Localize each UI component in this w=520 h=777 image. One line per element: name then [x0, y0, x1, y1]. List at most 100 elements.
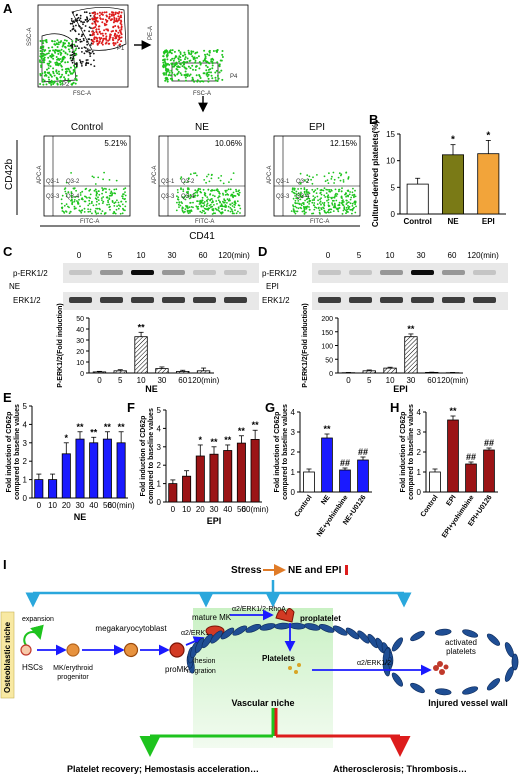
- y-tick-label: 5: [157, 406, 162, 415]
- scatter-dot: [76, 17, 79, 20]
- scatter-dot: [98, 11, 101, 14]
- scatter-dot: [78, 47, 80, 50]
- flow-dot: [326, 199, 328, 202]
- scatter-dot: [219, 59, 222, 62]
- cd42b-label: CD42b: [4, 158, 15, 190]
- scatter-dot: [50, 56, 53, 59]
- scatter-dot: [186, 60, 189, 63]
- category-label: 50: [237, 505, 246, 514]
- flow-dot: [330, 178, 333, 180]
- flow-dot: [95, 207, 97, 210]
- flow-dot: [297, 194, 300, 197]
- scatter-dot: [64, 52, 67, 55]
- bar: [383, 367, 397, 374]
- category-label: 0: [171, 505, 176, 514]
- scatter-dot: [93, 31, 95, 34]
- osteoblastic-niche-label: Osteoblastic niche: [3, 621, 12, 693]
- scatter-dot: [120, 36, 123, 39]
- flow-dot: [338, 172, 341, 175]
- flow-dot: [181, 196, 184, 198]
- flow-dot: [319, 189, 322, 192]
- scatter-dot: [206, 66, 209, 69]
- flow-dot: [323, 175, 326, 178]
- flow-dot: [307, 179, 310, 181]
- scatter-dot: [60, 65, 63, 68]
- flow-dot: [307, 191, 310, 194]
- flow-dot: [292, 197, 295, 200]
- scatter-dot: [48, 71, 51, 74]
- scatter-dot: [210, 71, 212, 74]
- flow-dot: [78, 209, 81, 212]
- scatter-dot: [103, 22, 106, 25]
- significance-mark: **: [449, 406, 457, 416]
- category-label: Control: [403, 217, 431, 226]
- flow-dot: [313, 208, 316, 211]
- scatter-dot: [218, 71, 221, 74]
- scatter-dot: [207, 77, 210, 80]
- flow-dot: [89, 193, 92, 196]
- scatter-dot: [78, 19, 81, 22]
- flow-dot: [292, 205, 295, 208]
- flow-dot: [316, 187, 319, 190]
- scatter-dot: [74, 29, 76, 32]
- flow-dot: [95, 204, 98, 206]
- flow-dot: [351, 194, 354, 197]
- significance-mark: **: [76, 422, 84, 432]
- scatter-dot: [61, 73, 64, 76]
- scatter-dot: [195, 65, 197, 68]
- scatter-dot: [93, 59, 95, 62]
- scatter-dot: [208, 50, 211, 53]
- flow-dot: [65, 203, 68, 206]
- flow-dot: [84, 188, 87, 191]
- scatter-dot: [68, 42, 71, 45]
- flow-dot: [109, 194, 112, 197]
- scatter-dot: [72, 69, 75, 71]
- scatter-dot: [101, 21, 104, 24]
- flow-dot: [94, 211, 97, 214]
- blot-timepoint: 0: [77, 251, 82, 260]
- flow-dot: [227, 188, 230, 191]
- flow-dot: [216, 203, 218, 205]
- scatter-dot: [51, 53, 53, 56]
- endothelial-cell: [367, 633, 379, 649]
- scatter-dot: [85, 62, 87, 65]
- scatter-dot: [111, 38, 114, 41]
- flow-dot: [182, 197, 185, 200]
- category-label: 40: [89, 501, 98, 510]
- flow-dot: [220, 175, 223, 177]
- flow-dot: [331, 199, 334, 202]
- category-label: 120(min): [188, 376, 220, 385]
- flow-dot: [299, 172, 302, 175]
- blot-band-p: [131, 270, 154, 275]
- flow-dot: [121, 197, 124, 200]
- flow-dot: [347, 205, 349, 207]
- scatter-dot: [170, 69, 173, 72]
- scatter-dot: [60, 80, 63, 83]
- scatter-dot: [91, 42, 94, 45]
- quadrant-label: Q3-3: [161, 194, 175, 200]
- flow-dot: [95, 193, 98, 196]
- flow-dot: [87, 204, 90, 207]
- endothelial-cell: [486, 678, 501, 691]
- scatter-dot: [120, 19, 122, 22]
- flow-dot: [347, 189, 350, 192]
- scatter-dot: [85, 47, 87, 49]
- progenitor-cell: [66, 643, 80, 657]
- flow-dot: [199, 188, 202, 191]
- endothelial-cell: [232, 625, 248, 636]
- category-label: 60: [427, 376, 436, 385]
- flow-dot: [225, 205, 228, 207]
- flow-dot: [224, 199, 227, 202]
- scatter-dot: [97, 28, 100, 31]
- blot-timepoint: 0: [326, 251, 331, 260]
- scatter-dot: [81, 65, 83, 67]
- bar: [168, 483, 178, 503]
- gate-p1: [71, 7, 127, 51]
- scatter-dot: [194, 59, 197, 62]
- flow-dot: [194, 191, 197, 194]
- significance-mark: **: [138, 322, 146, 332]
- category-label: 5: [118, 376, 123, 385]
- proplatelet-shape: [275, 608, 295, 623]
- flow-dot: [185, 191, 188, 194]
- scatter-dot: [162, 61, 165, 64]
